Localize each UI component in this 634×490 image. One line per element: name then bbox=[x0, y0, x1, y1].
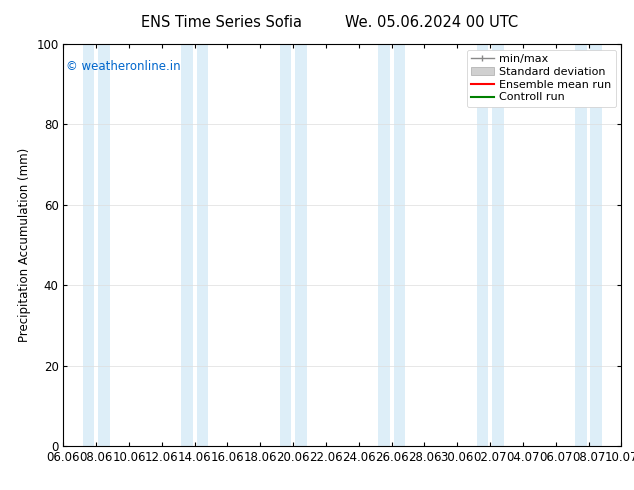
Bar bbox=[83, 44, 94, 446]
Bar bbox=[394, 44, 405, 446]
Text: © weatheronline.in: © weatheronline.in bbox=[66, 60, 181, 73]
Bar bbox=[295, 44, 307, 446]
Bar bbox=[477, 44, 488, 446]
Bar bbox=[575, 44, 586, 446]
Y-axis label: Precipitation Accumulation (mm): Precipitation Accumulation (mm) bbox=[18, 148, 30, 342]
Bar bbox=[492, 44, 503, 446]
Bar bbox=[197, 44, 208, 446]
Text: ENS Time Series Sofia: ENS Time Series Sofia bbox=[141, 15, 302, 30]
Bar bbox=[590, 44, 602, 446]
Legend: min/max, Standard deviation, Ensemble mean run, Controll run: min/max, Standard deviation, Ensemble me… bbox=[467, 49, 616, 107]
Bar bbox=[378, 44, 390, 446]
Bar bbox=[98, 44, 110, 446]
Bar bbox=[181, 44, 193, 446]
Text: We. 05.06.2024 00 UTC: We. 05.06.2024 00 UTC bbox=[344, 15, 518, 30]
Bar bbox=[280, 44, 291, 446]
